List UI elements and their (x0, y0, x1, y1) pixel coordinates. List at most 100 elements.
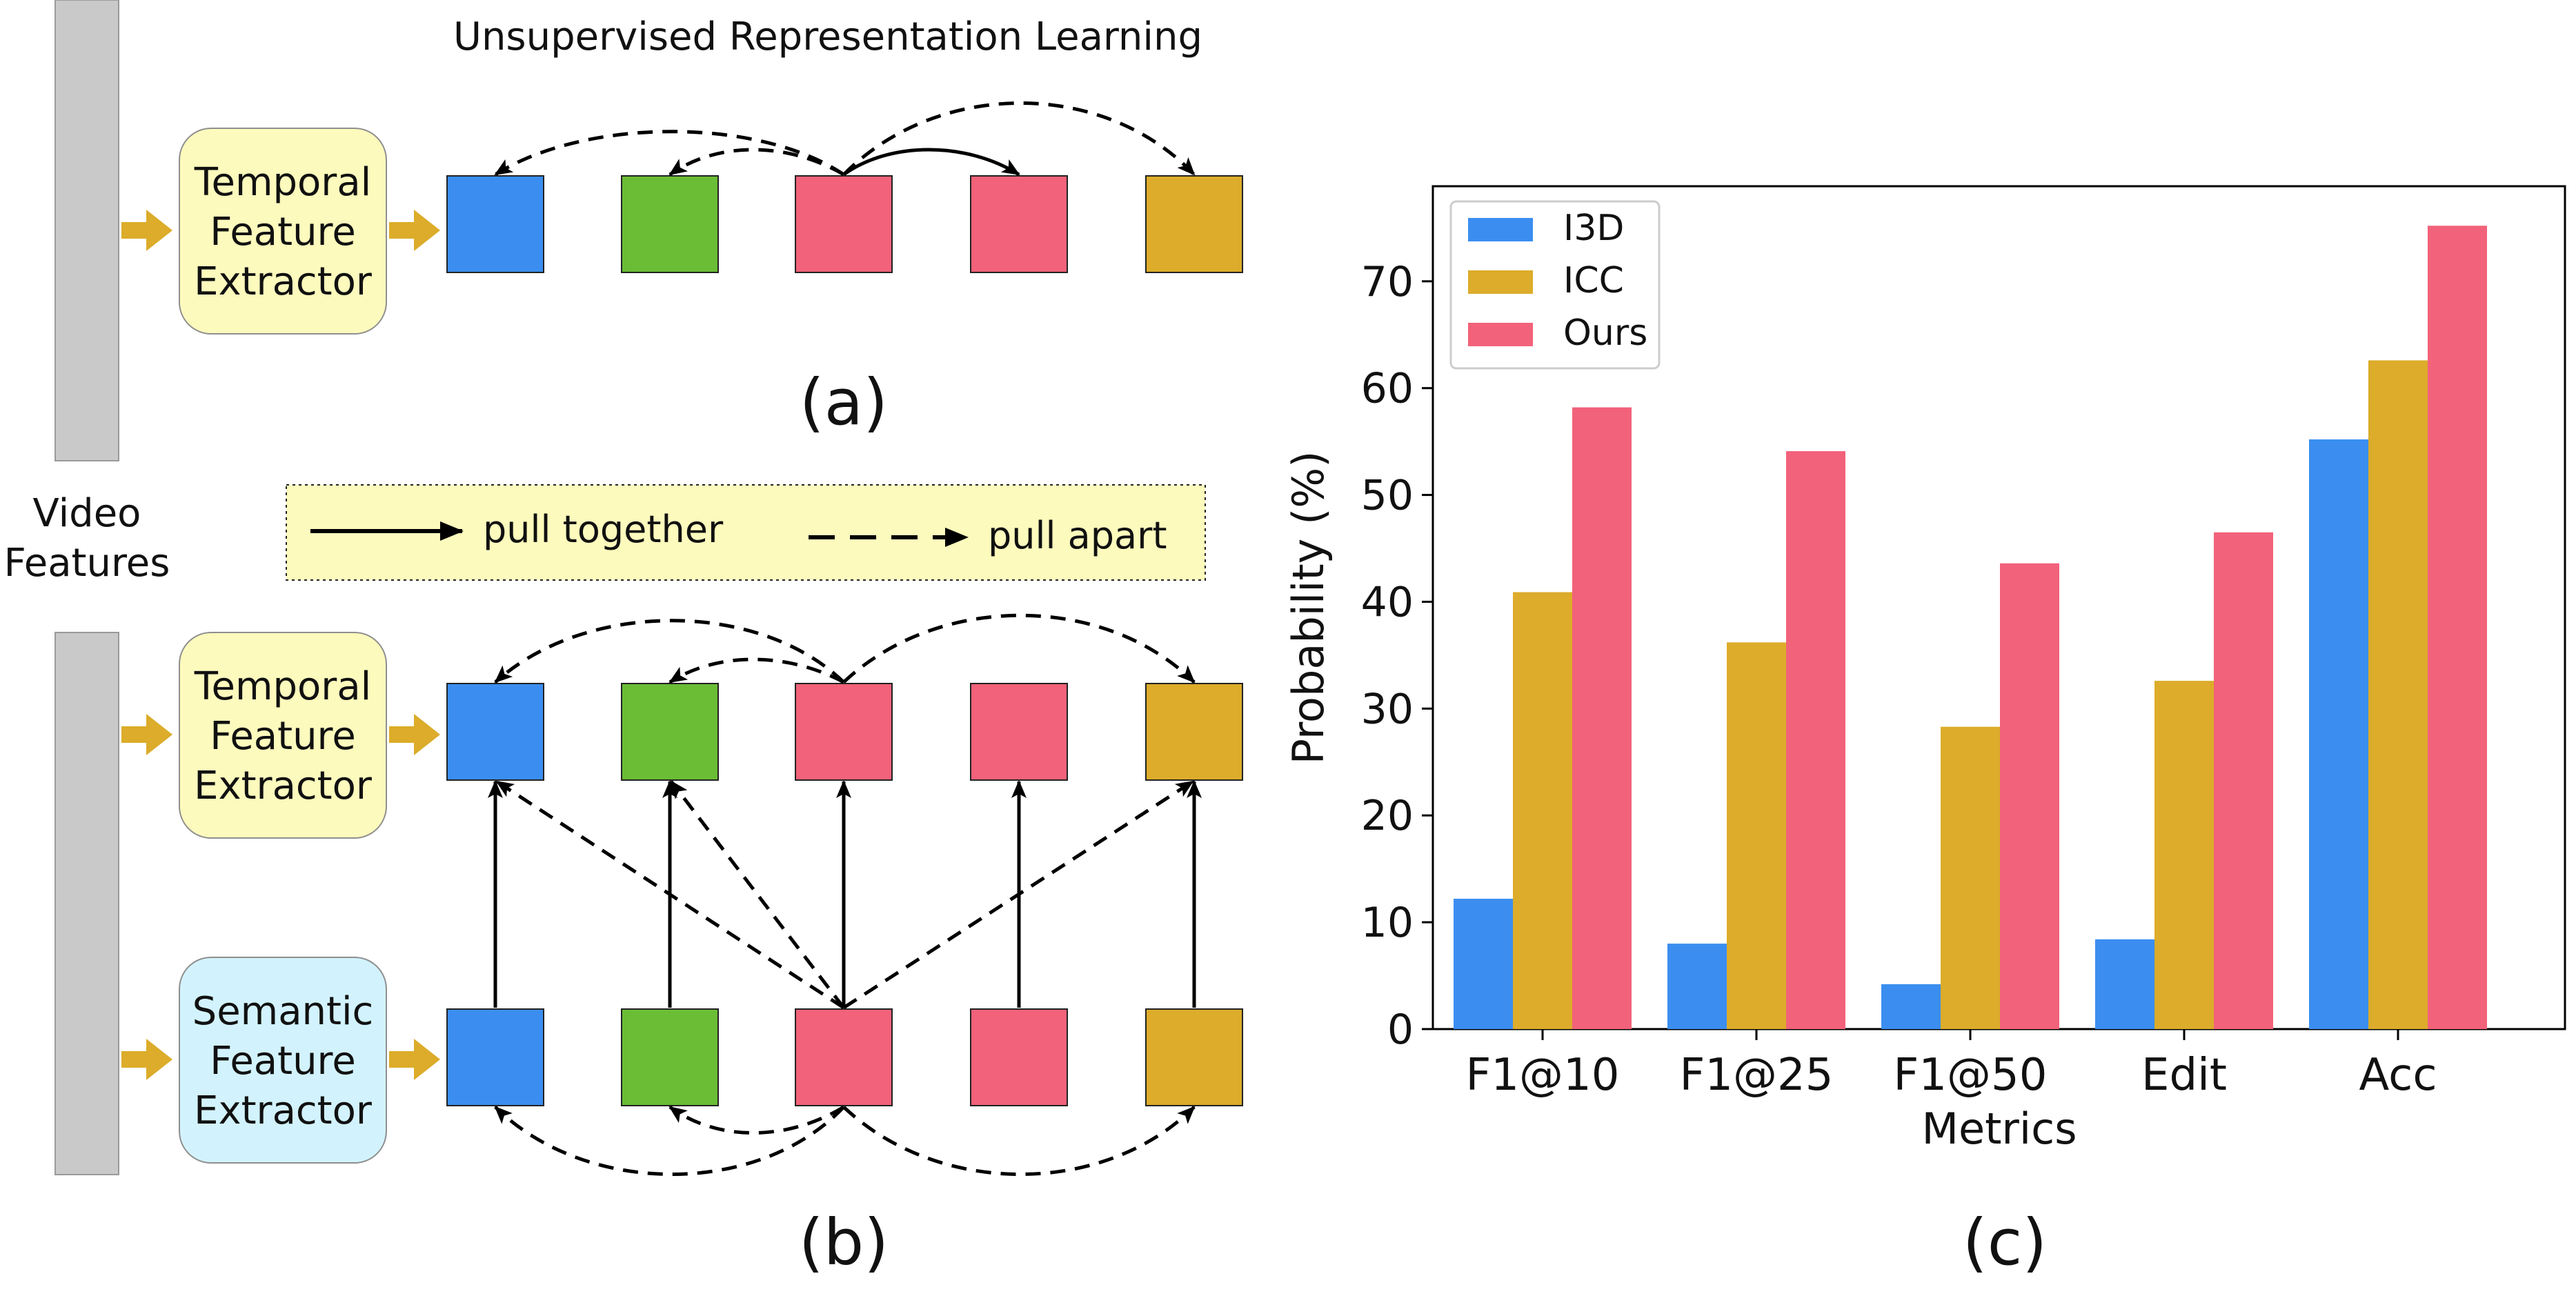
semantic-feature-extractor-b: Semantic Feature Extractor (179, 957, 387, 1164)
bar-icc-f1-at-50 (1941, 726, 2000, 1029)
bar-ours-acc (2428, 226, 2487, 1030)
feature-block-pink (970, 1008, 1068, 1106)
input-arrow-video-to-temporal-b (121, 714, 172, 755)
video-features-label-line1: Video (33, 491, 141, 536)
y-tick-label: 0 (1387, 1006, 1414, 1054)
feature-block-gold (1145, 1008, 1243, 1106)
bar-chart: 0 10 20 30 40 50 60 70 F1@10 F1@25 F1@50 Edit Acc P… (1283, 185, 2566, 1279)
temporal-extractor-label-1: Temporal (194, 664, 371, 709)
bar-icc-f1-at-25 (1727, 642, 1786, 1029)
bar-icc-acc (2368, 360, 2428, 1029)
feature-block-blue (446, 683, 544, 781)
legend-label-icc: ICC (1563, 260, 1624, 301)
feature-block-gold (1145, 175, 1243, 273)
y-tick-label: 50 (1361, 472, 1414, 520)
temporal-feature-extractor-a: Temporal Feature Extractor (179, 128, 387, 335)
y-tick-label: 20 (1361, 792, 1414, 840)
bar-i3d-f1-at-50 (1881, 984, 1941, 1029)
legend-swatch-icc (1468, 270, 1533, 294)
pull-apart-arrow (668, 1105, 845, 1135)
pull-apart-arrow (495, 779, 845, 1010)
pull-apart-arrow (842, 779, 1194, 1010)
temporal-extractor-label-2: Feature (210, 210, 356, 255)
chart-legend: I3D ICC Ours (1449, 200, 1661, 370)
legend-pull-apart: pull apart (988, 514, 1167, 557)
y-tick-label: 40 (1361, 578, 1414, 626)
feature-block-pink (970, 683, 1068, 781)
input-arrow-temporal-to-blocks-b (389, 714, 440, 755)
legend-label-i3d: I3D (1563, 208, 1624, 249)
input-arrow-video-to-semantic-b (121, 1039, 172, 1080)
y-axis-label: Probability (%) (1283, 451, 1334, 765)
bar-i3d-acc (2309, 439, 2368, 1029)
pull-apart-arrow (668, 657, 845, 684)
arrows-b (488, 613, 1202, 1176)
x-tick-label: F1@50 (1894, 1050, 2048, 1101)
feature-blocks-b-semantic (446, 1008, 1243, 1106)
x-axis: F1@10 F1@25 F1@50 Edit Acc (1466, 1029, 2437, 1101)
temporal-feature-extractor-b: Temporal Feature Extractor (179, 632, 387, 839)
feature-block-green (621, 683, 719, 781)
pull-apart-arrow (494, 130, 845, 177)
x-axis-label: Metrics (1921, 1104, 2077, 1154)
feature-block-gold (1145, 683, 1243, 781)
x-tick-label: Edit (2141, 1050, 2227, 1101)
feature-block-pink (795, 683, 893, 781)
bar-ours-f1-at-50 (2000, 563, 2059, 1029)
feature-block-blue (446, 175, 544, 273)
y-tick-label: 70 (1361, 258, 1414, 306)
feature-block-pink-anchor (795, 1008, 893, 1106)
legend-label-ours: Ours (1563, 312, 1647, 354)
bar-ours-f1-at-10 (1572, 407, 1632, 1029)
diagram-title: Unsupervised Representation Learning (453, 14, 1202, 59)
temporal-extractor-label-1: Temporal (194, 160, 371, 205)
y-tick-label: 30 (1361, 685, 1414, 733)
legend-pull-together: pull together (483, 508, 724, 551)
pull-apart-arrow (842, 613, 1196, 684)
arrow-legend: pull together pull apart (286, 484, 1206, 581)
x-tick-label: F1@25 (1680, 1050, 1834, 1101)
bar-i3d-f1-at-25 (1667, 944, 1727, 1029)
bars (1454, 226, 2487, 1030)
input-arrow-video-to-temporal-a (121, 210, 172, 251)
pull-apart-arrow (842, 1106, 1196, 1176)
y-axis: 0 10 20 30 40 50 60 70 (1361, 258, 1433, 1054)
input-arrows (121, 210, 440, 1080)
bar-icc-edit (2154, 681, 2214, 1029)
panel-a-label: (a) (800, 366, 888, 439)
legend-swatch-ours (1468, 323, 1533, 346)
pull-apart-arrow (494, 619, 845, 684)
panel-b-label: (b) (799, 1206, 889, 1279)
bar-icc-f1-at-10 (1513, 592, 1572, 1029)
y-tick-label: 60 (1361, 365, 1414, 413)
semantic-extractor-label-3: Extractor (194, 1088, 373, 1133)
semantic-extractor-label-2: Feature (210, 1039, 356, 1084)
feature-block-pink (970, 175, 1068, 273)
temporal-extractor-label-2: Feature (210, 714, 356, 759)
input-arrow-temporal-to-blocks-a (389, 210, 440, 251)
bar-ours-edit (2214, 532, 2273, 1029)
pull-apart-arrow (670, 780, 845, 1009)
panel-c-label: (c) (1963, 1206, 2047, 1279)
legend-swatch-i3d (1468, 218, 1533, 241)
feature-block-pink-anchor (795, 175, 893, 273)
bar-i3d-f1-at-10 (1454, 899, 1513, 1029)
pull-apart-arrow (668, 148, 845, 177)
diagram-panel: Unsupervised Representation Learning Vid… (4, 0, 1243, 1279)
bar-i3d-edit (2095, 939, 2154, 1029)
bar-ours-f1-at-25 (1786, 451, 1845, 1029)
feature-block-green (621, 175, 719, 273)
feature-block-green (621, 1008, 719, 1106)
pull-apart-arrow (842, 101, 1196, 176)
feature-blocks-a (446, 175, 1243, 273)
pull-apart-arrow (494, 1106, 845, 1176)
feature-blocks-b-temporal (446, 683, 1243, 781)
input-arrow-semantic-to-blocks-b (389, 1039, 440, 1080)
video-features-label-line2: Features (4, 541, 170, 586)
x-tick-label: Acc (2359, 1050, 2437, 1101)
pull-together-arrow (842, 148, 1020, 177)
video-feature-bar-b (55, 632, 119, 1175)
video-feature-bar-a (55, 0, 119, 461)
y-tick-label: 10 (1361, 899, 1414, 947)
